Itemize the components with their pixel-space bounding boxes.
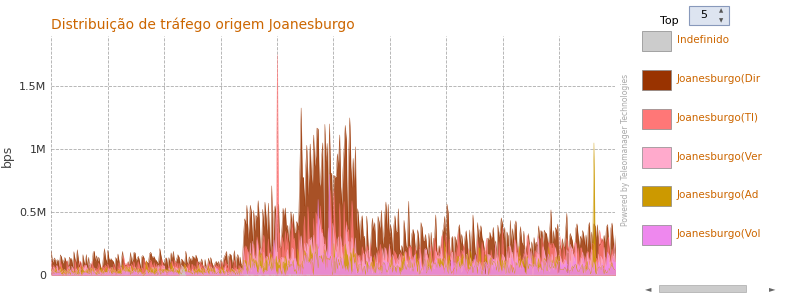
Text: Distribuição de tráfego origem Joanesburgo: Distribuição de tráfego origem Joanesbur…	[51, 17, 355, 32]
Text: Joanesburgo(TI): Joanesburgo(TI)	[677, 113, 759, 123]
Bar	[642, 109, 671, 129]
FancyBboxPatch shape	[689, 6, 730, 25]
Text: Joanesburgo(Dir: Joanesburgo(Dir	[677, 74, 761, 84]
Text: Top: Top	[660, 16, 679, 26]
Text: Powered by Teleomanager Technologies: Powered by Teleomanager Technologies	[621, 74, 630, 225]
Bar	[642, 147, 671, 167]
Text: Joanesburgo(Ad: Joanesburgo(Ad	[677, 190, 759, 200]
Text: ►: ►	[768, 284, 775, 293]
Bar	[659, 286, 746, 292]
Bar	[642, 186, 671, 206]
Bar	[642, 225, 671, 245]
Bar	[642, 70, 671, 90]
Bar	[642, 31, 671, 51]
Y-axis label: bps: bps	[1, 144, 13, 167]
Text: Joanesburgo(Vol: Joanesburgo(Vol	[677, 229, 761, 239]
Text: Joanesburgo(Ver: Joanesburgo(Ver	[677, 152, 763, 162]
Text: ▲: ▲	[719, 8, 723, 13]
Text: 5: 5	[701, 10, 707, 20]
Text: ▼: ▼	[719, 18, 723, 23]
Text: ◄: ◄	[645, 284, 652, 293]
Text: Indefinido: Indefinido	[677, 35, 729, 45]
